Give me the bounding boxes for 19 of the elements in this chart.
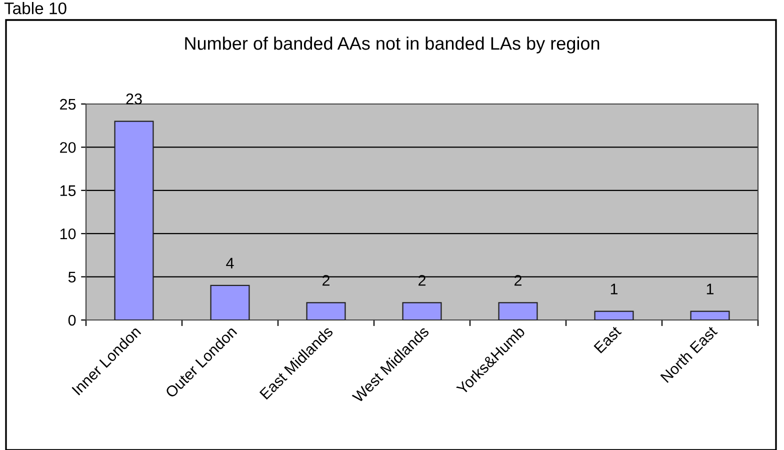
data-label: 23 (126, 94, 142, 104)
caption: Table 10 (4, 2, 66, 14)
bar (402, 302, 442, 320)
bar (114, 120, 154, 320)
y-tick-label: 0 (68, 314, 76, 326)
bar (594, 310, 634, 320)
y-tick-label: 15 (60, 185, 76, 196)
bar (498, 302, 538, 320)
data-label: 4 (226, 258, 234, 268)
data-label: 1 (610, 284, 618, 294)
y-tick-label: 5 (68, 272, 76, 282)
bar (210, 284, 250, 320)
y-tick-label: 10 (60, 228, 76, 240)
data-label: 1 (706, 284, 714, 294)
y-tick-label: 20 (60, 142, 76, 153)
y-tick-label: 25 (60, 98, 76, 110)
chart-title: Number of banded AAs not in banded LAs by region (185, 36, 600, 54)
bar (306, 302, 346, 320)
bar (690, 310, 730, 320)
